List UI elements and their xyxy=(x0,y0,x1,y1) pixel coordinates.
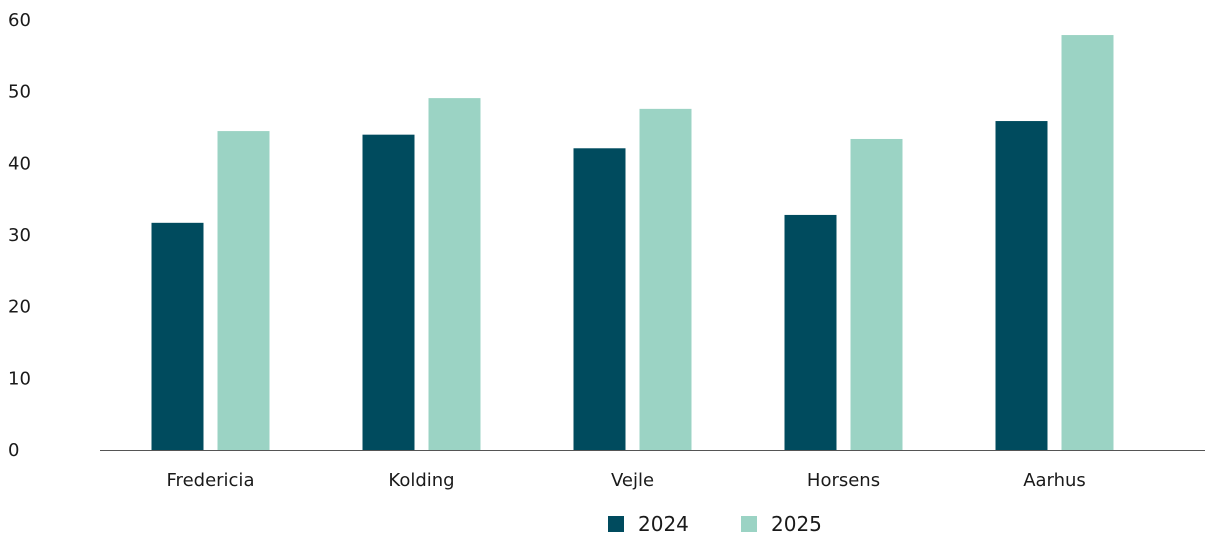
x-tick-label: Fredericia xyxy=(167,470,255,491)
y-tick-label: 60 xyxy=(8,10,31,31)
legend-label: 2025 xyxy=(771,512,822,536)
x-axis-ticks: Fredericia Kolding Vejle Horsens Aarhus xyxy=(167,470,1086,491)
y-tick-label: 50 xyxy=(8,82,31,103)
y-tick-label: 10 xyxy=(8,368,31,389)
bar-2025-fredericia xyxy=(217,131,270,451)
bar-2024-horsens xyxy=(784,214,837,450)
y-tick-label: 0 xyxy=(8,440,19,461)
bar-2025-vejle xyxy=(639,108,692,450)
legend-label: 2024 xyxy=(638,512,689,536)
legend-swatch-2024 xyxy=(608,516,624,532)
legend-swatch-2025 xyxy=(741,516,757,532)
bar-2025-aarhus xyxy=(1061,35,1114,451)
y-tick-label: 30 xyxy=(8,225,31,246)
y-tick-label: 40 xyxy=(8,153,31,174)
bar-2024-kolding xyxy=(362,134,415,450)
x-tick-label: Vejle xyxy=(611,470,654,491)
bar-2024-vejle xyxy=(573,148,626,451)
bar-2024-fredericia xyxy=(151,222,204,450)
bar-2025-horsens xyxy=(850,138,903,450)
bar-2025-kolding xyxy=(428,98,481,450)
legend: 2024 2025 xyxy=(608,512,822,536)
bar-2024-aarhus xyxy=(995,121,1048,451)
y-tick-label: 20 xyxy=(8,297,31,318)
x-tick-label: Aarhus xyxy=(1023,470,1086,491)
x-tick-label: Kolding xyxy=(388,470,454,491)
y-axis-ticks: 0 10 20 30 40 50 60 xyxy=(8,10,31,461)
x-tick-label: Horsens xyxy=(807,470,880,491)
bars xyxy=(151,35,1114,451)
